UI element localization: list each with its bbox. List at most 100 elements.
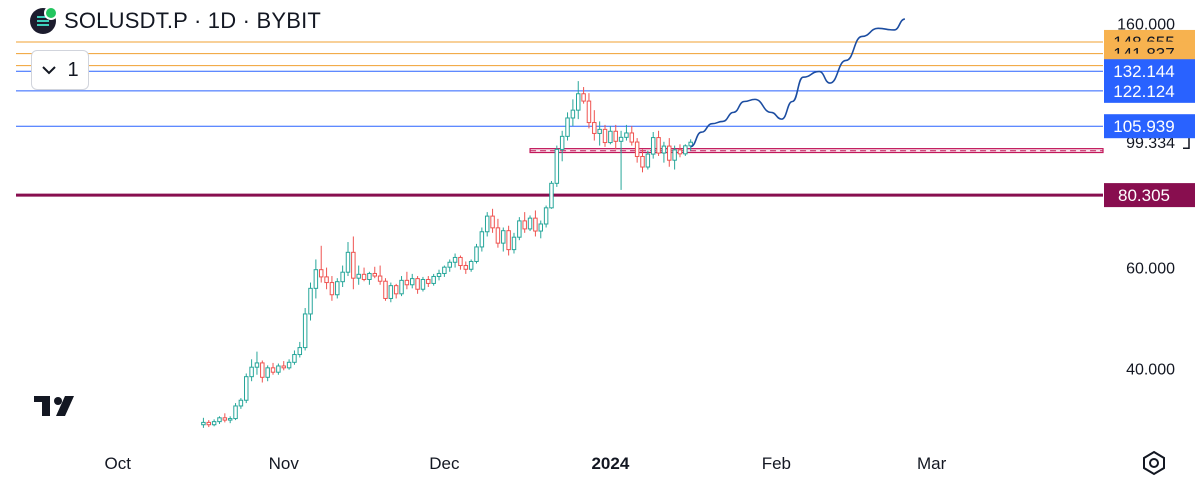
candle-body bbox=[238, 399, 244, 407]
candle-body bbox=[468, 260, 474, 270]
candle bbox=[484, 212, 490, 237]
candle bbox=[661, 141, 667, 163]
candle bbox=[543, 205, 549, 228]
candle-body bbox=[565, 117, 570, 137]
candle-body bbox=[340, 271, 345, 283]
price-axis-tick-label: 160.000 bbox=[1117, 17, 1175, 34]
candle bbox=[613, 124, 618, 150]
candle-body bbox=[543, 207, 549, 225]
indicators-toggle-button[interactable]: 1 bbox=[31, 50, 89, 90]
candle bbox=[244, 373, 249, 404]
candle bbox=[270, 362, 276, 375]
candle-body bbox=[399, 279, 404, 295]
candle bbox=[533, 210, 538, 237]
candle-body bbox=[383, 280, 388, 299]
candle bbox=[527, 215, 533, 232]
candle-body bbox=[227, 418, 233, 421]
candle bbox=[404, 271, 410, 290]
candle-body bbox=[511, 236, 517, 251]
candle-body bbox=[672, 149, 677, 161]
candle-body bbox=[426, 278, 431, 284]
candle bbox=[677, 144, 683, 158]
candle bbox=[356, 265, 361, 285]
bybit-coin-icon bbox=[30, 6, 58, 34]
candle bbox=[302, 308, 308, 351]
candle bbox=[511, 232, 517, 254]
candle bbox=[436, 269, 442, 281]
candle bbox=[624, 124, 629, 141]
candle bbox=[597, 121, 602, 146]
price-axis-tick-label: 40.000 bbox=[1126, 361, 1175, 378]
candle-body bbox=[570, 109, 576, 119]
tradingview-logo[interactable] bbox=[34, 394, 82, 418]
candle bbox=[265, 365, 270, 382]
candle bbox=[383, 278, 388, 301]
time-axis-tick-label: Mar bbox=[917, 454, 947, 473]
candle-body bbox=[244, 376, 249, 401]
candle bbox=[570, 99, 576, 127]
candle-body bbox=[324, 276, 329, 284]
candle-body bbox=[618, 136, 624, 142]
candle bbox=[602, 124, 608, 147]
settings-icon[interactable] bbox=[1141, 450, 1167, 476]
candle-body bbox=[506, 230, 511, 251]
level-label-text: 80.305 bbox=[1118, 186, 1170, 205]
candle-body bbox=[404, 279, 410, 286]
candle-body bbox=[292, 354, 297, 363]
candle bbox=[634, 138, 640, 163]
candle-body bbox=[206, 421, 212, 426]
candle bbox=[458, 255, 463, 270]
candle-body bbox=[640, 155, 645, 168]
candle bbox=[559, 130, 565, 162]
candle-body bbox=[613, 130, 618, 142]
candle-body bbox=[602, 128, 608, 144]
candle-body bbox=[495, 227, 501, 244]
candle-body bbox=[667, 145, 672, 161]
candle bbox=[420, 276, 426, 292]
level-label-background bbox=[1104, 114, 1195, 139]
candle bbox=[683, 144, 688, 156]
candle-body bbox=[217, 417, 222, 423]
candle bbox=[667, 138, 672, 167]
candle-body bbox=[458, 256, 463, 267]
candle bbox=[297, 341, 303, 358]
price-axis-tick-label: 60.000 bbox=[1126, 261, 1175, 278]
candle bbox=[399, 276, 404, 297]
candle-body bbox=[410, 278, 415, 286]
candle bbox=[618, 130, 624, 190]
candle bbox=[313, 259, 319, 299]
candle-body bbox=[335, 281, 340, 296]
candle bbox=[227, 416, 233, 424]
candle bbox=[340, 265, 345, 287]
symbol-title[interactable]: SOLUSDT.P · 1D · BYBIT bbox=[64, 8, 322, 33]
candle-body bbox=[479, 231, 485, 248]
candle bbox=[576, 81, 581, 120]
candle-body bbox=[576, 93, 581, 111]
chevron-down-icon bbox=[42, 66, 57, 75]
candle bbox=[292, 350, 297, 365]
candle bbox=[345, 242, 351, 277]
indicator-count: 1 bbox=[67, 58, 79, 81]
candle bbox=[442, 265, 447, 277]
candle-body bbox=[313, 269, 319, 289]
candle bbox=[281, 361, 286, 371]
candle-body bbox=[356, 273, 361, 279]
candle bbox=[650, 131, 656, 159]
level-label-text: 122.124 bbox=[1113, 82, 1174, 101]
candle bbox=[565, 112, 570, 141]
candle bbox=[222, 413, 228, 423]
candle-body bbox=[463, 265, 469, 270]
candle-body bbox=[581, 93, 586, 102]
candle bbox=[592, 110, 597, 141]
time-axis-tick-label: Nov bbox=[269, 454, 300, 473]
candle bbox=[238, 398, 244, 409]
candle-body bbox=[276, 365, 281, 373]
candle-body bbox=[527, 217, 533, 230]
candle-body bbox=[629, 132, 635, 143]
candle-body bbox=[318, 269, 324, 278]
candle bbox=[608, 126, 613, 145]
candle bbox=[629, 126, 635, 146]
candle bbox=[431, 273, 436, 286]
candle bbox=[447, 259, 452, 272]
